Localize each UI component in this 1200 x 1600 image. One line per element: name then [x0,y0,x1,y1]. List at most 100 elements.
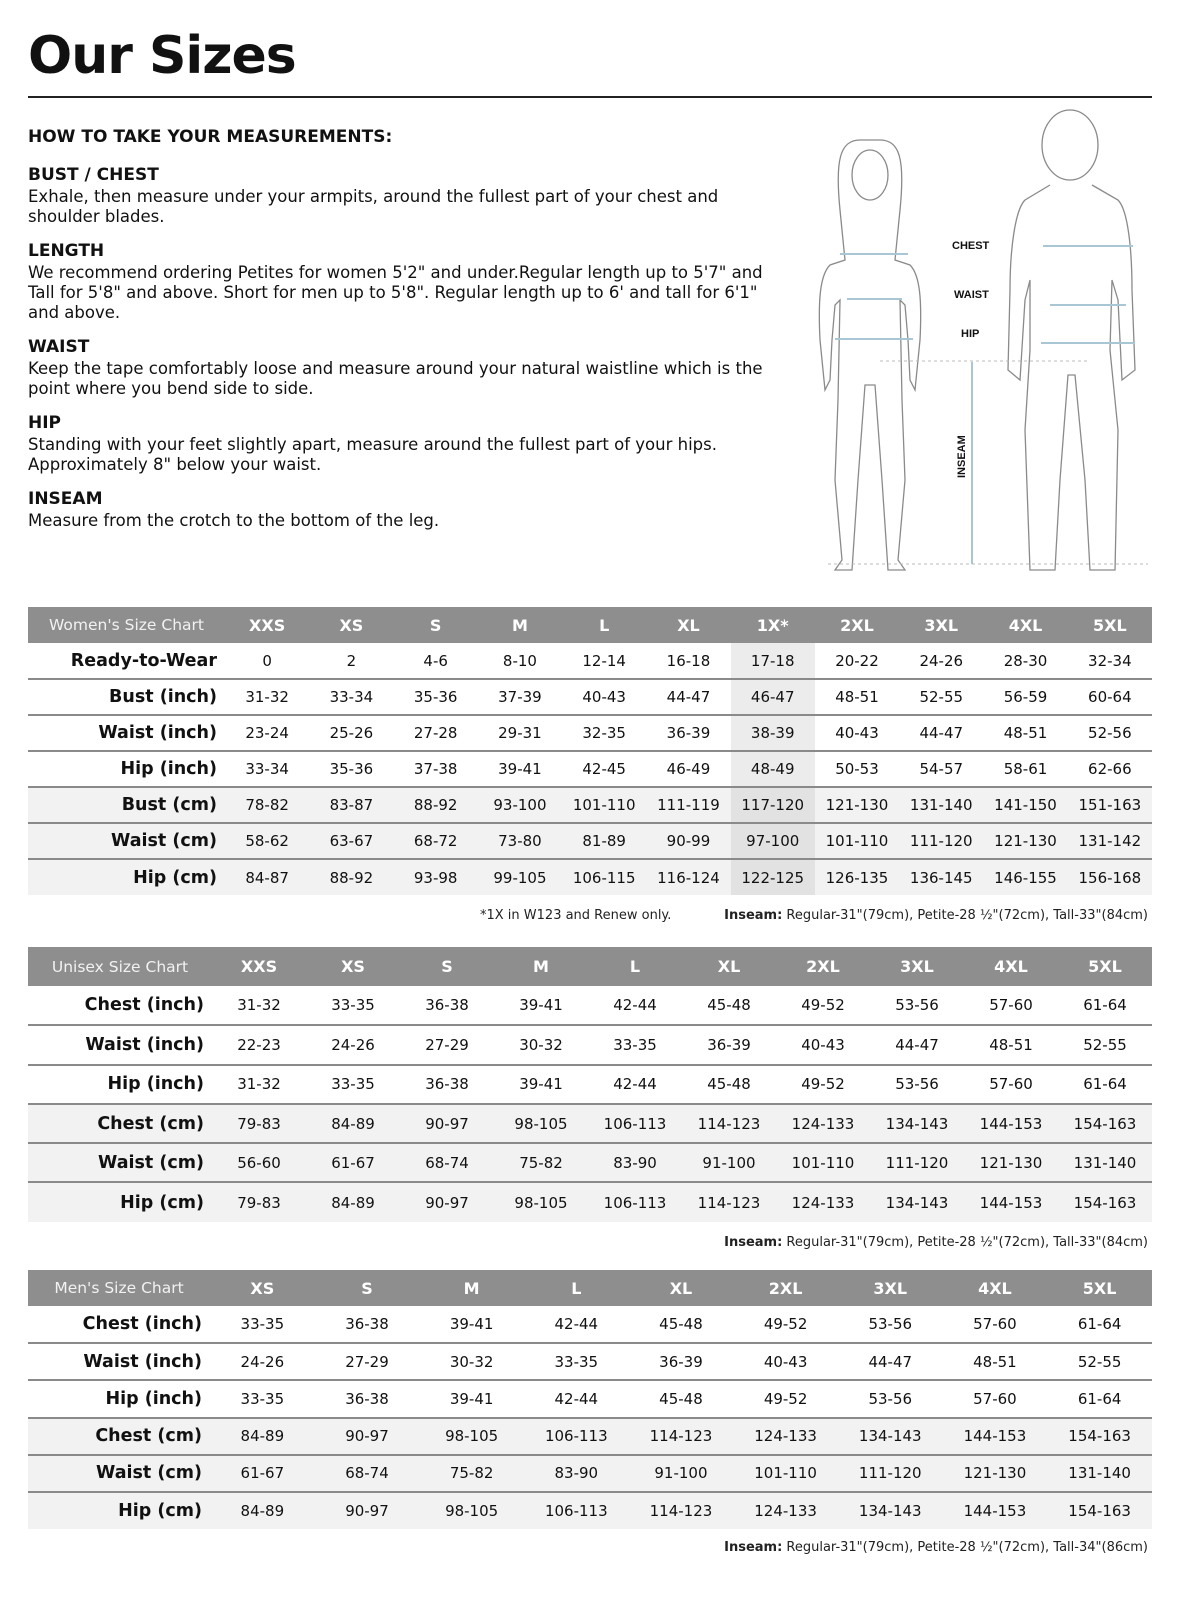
row-label: Chest (inch) [82,1314,202,1335]
size-cell: 52-55 [899,678,984,715]
size-cell: 57-60 [989,996,1033,1015]
table-row: Waist (cm) 61-67 68-74 75-82 83-90 91-100 101-… [28,1453,1152,1492]
size-cell: 22-23 [212,1024,306,1065]
chest-label: CHEST [952,240,990,252]
size-cell: 91-100 [682,1142,776,1183]
unisex-inseam-note: Inseam: Regular-31"(79cm), Petite-28 ½"(… [724,1235,1148,1250]
size-cell: 46-47 [730,678,815,715]
measurement-lines [835,245,1135,564]
size-header: M [494,947,588,986]
size-cell: 33-35 [210,1379,315,1418]
size-cell: 111-120 [899,822,984,859]
size-cell: 39-41 [419,1379,524,1418]
size-cell: 24-26 [210,1342,315,1381]
row-label: Hip (inch) [28,1063,212,1104]
size-cell: 61-67 [306,1142,400,1183]
size-cell: 28-30 [1003,651,1048,670]
size-cell: 84-89 [306,1181,400,1222]
size-cell: 61-67 [210,1453,315,1492]
size-cell: 45-48 [628,1379,734,1418]
woman-figure [818,139,922,571]
guide-section-title: WAIST [28,337,90,357]
size-cell: 31-32 [237,996,281,1015]
size-cell: 131-140 [1047,1453,1152,1492]
size-header: 5XL [1058,947,1152,986]
size-cell: 144-153 [942,1416,1048,1455]
hip-label: HIP [961,328,979,340]
size-cell: 49-52 [733,1379,838,1418]
size-cell: 124-133 [733,1490,838,1530]
size-cell: 36-38 [400,1063,494,1104]
size-cell: 37-39 [477,678,563,715]
size-cell: 33-34 [225,750,310,787]
page-title: Our Sizes [28,26,297,86]
chart-label: Women's Size Chart [28,607,225,643]
size-cell: 81-89 [562,822,647,859]
size-header: L [562,607,647,643]
guide-section-text: Measure from the crotch to the bottom of… [28,511,440,530]
size-cell: 57-60 [964,1063,1058,1104]
size-cell: 101-110 [814,822,900,859]
size-cell: 121-130 [964,1142,1058,1183]
size-cell: 48-51 [964,1024,1058,1065]
size-cell: 111-119 [646,786,731,823]
size-cell: 88-92 [393,786,478,823]
size-cell: 20-22 [835,651,879,670]
row-label: Chest (inch) [84,995,204,1016]
size-cell: 93-98 [393,858,478,895]
size-cell: 68-72 [393,822,478,859]
size-cell: 27-28 [393,714,478,751]
size-cell: 33-35 [240,1315,285,1334]
size-cell: 33-35 [331,996,375,1015]
size-cell: 57-60 [973,1315,1017,1334]
size-header: M [419,1270,524,1306]
table-row: Waist (inch) 22-23 24-26 27-29 30-32 33-35 36-… [28,1024,1152,1065]
guide-section-title: HIP [28,413,62,433]
size-cell: 2 [346,651,357,670]
size-header: XS [210,1270,315,1306]
size-header: XXS [212,947,306,986]
size-cell: 44-47 [870,1024,964,1065]
size-cell: 42-44 [588,1063,682,1104]
size-cell: 124-133 [776,1102,870,1144]
size-cell: 44-47 [837,1342,943,1381]
size-cell: 111-120 [837,1453,943,1492]
size-cell: 12-14 [582,651,626,670]
row-label: Waist (cm) [28,822,225,859]
size-cell: 36-39 [682,1024,776,1065]
size-cell: 84-87 [225,858,310,895]
inseam-values: Regular-31"(79cm), Petite-28 ½"(72cm), T… [782,1235,1148,1250]
row-label: Chest (cm) [28,1102,212,1144]
size-cell: 99-105 [477,858,563,895]
size-cell: 136-145 [899,858,984,895]
size-cell: 36-38 [345,1315,389,1334]
guide-section-title: LENGTH [28,241,105,261]
womens-footnote: *1X in W123 and Renew only. [480,908,672,923]
size-cell: 61-64 [1058,1063,1152,1104]
size-cell: 39-41 [494,1063,588,1104]
womens-size-chart: Women's Size Chart XXS XS S M L XL 1X* 2XL 3XL 4XL… [28,607,1152,895]
table-row: Hip (inch) 33-34 35-36 37-38 39-41 42-45 46-49… [28,750,1152,787]
size-header: XL [682,947,776,986]
size-cell: 134-143 [870,1102,964,1144]
size-cell: 121-130 [983,822,1068,859]
size-cell: 36-38 [425,996,469,1015]
size-cell: 42-44 [554,1315,599,1334]
size-header-row: Men's Size Chart XS S M L XL 2XL 3XL 4XL 5XL [28,1270,1152,1306]
size-cell: 40-43 [733,1342,838,1381]
size-cell: 38-39 [730,714,815,751]
size-cell: 84-89 [210,1490,315,1530]
size-cell: 154-163 [1058,1181,1152,1222]
size-cell: 134-143 [870,1181,964,1222]
size-cell: 88-92 [309,858,394,895]
size-cell: 31-32 [225,678,310,715]
row-label: Waist (cm) [28,1453,210,1492]
table-row: Chest (cm) 79-83 84-89 90-97 98-105 106-113 11… [28,1102,1152,1144]
size-cell: 30-32 [494,1024,588,1065]
size-header: 4XL [983,607,1068,643]
size-cell: 48-51 [814,678,900,715]
size-header: XS [306,947,400,986]
guide-section-text: Keep the tape comfortably loose and meas… [28,359,763,398]
size-cell: 154-163 [1058,1102,1152,1144]
size-cell: 36-39 [628,1342,734,1381]
